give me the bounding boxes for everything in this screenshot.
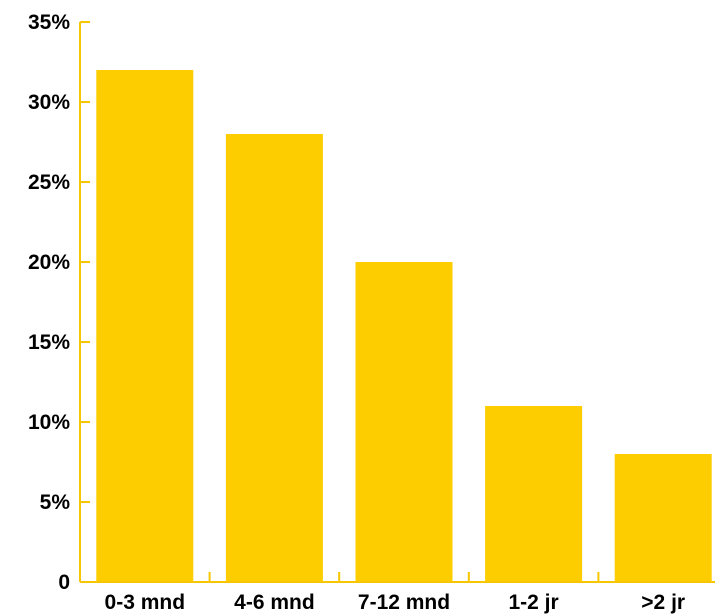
x-tick-label: 0-3 mnd bbox=[105, 591, 186, 614]
axes-layer bbox=[79, 21, 715, 583]
bar-5 bbox=[614, 454, 712, 582]
bar-2 bbox=[225, 134, 323, 582]
y-tick-label: 10% bbox=[28, 411, 70, 434]
y-tick-label: 5% bbox=[40, 491, 71, 514]
x-tick-label: >2 jr bbox=[641, 591, 685, 614]
y-tick-label: 35% bbox=[28, 11, 70, 34]
bar-3 bbox=[355, 262, 453, 582]
y-tick-label: 0 bbox=[58, 571, 70, 594]
y-tick-label: 25% bbox=[28, 171, 70, 194]
x-tick-label: 7-12 mnd bbox=[358, 591, 450, 614]
bars-layer bbox=[96, 70, 712, 582]
y-tick-label: 15% bbox=[28, 331, 70, 354]
y-tick-label: 30% bbox=[28, 91, 70, 114]
x-tick-label: 4-6 mnd bbox=[234, 591, 315, 614]
y-tick-label: 20% bbox=[28, 251, 70, 274]
x-tick-label: 1-2 jr bbox=[508, 591, 558, 614]
bar-1 bbox=[96, 70, 194, 582]
bar-4 bbox=[485, 406, 583, 582]
labels-layer: 0 5% 10% 15% 20% 25% 30% 35% 0-3 mnd 4-6 mnd 7-12 … bbox=[28, 11, 685, 614]
